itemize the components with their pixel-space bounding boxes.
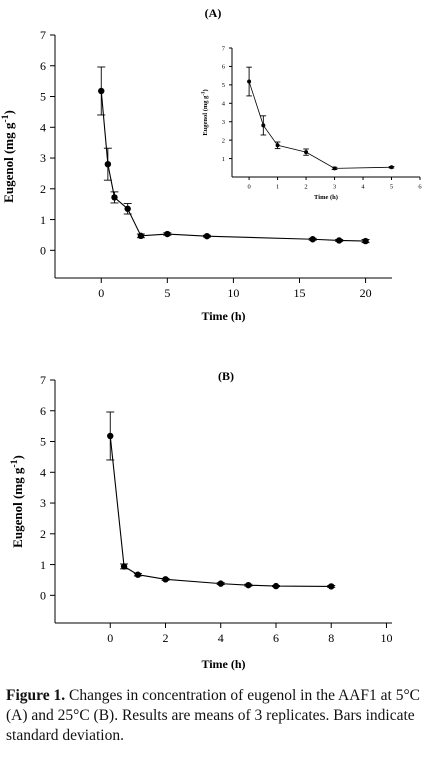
panel-a-inset-x-tick-label: 5 xyxy=(390,184,393,191)
panel-a-x-axis-label: Time (h) xyxy=(201,309,245,323)
panel-b-y-tick-label: 5 xyxy=(40,435,46,449)
panel-a-inset-x-tick-label: 6 xyxy=(418,184,422,191)
panel-a-data-point xyxy=(124,205,131,212)
panel-a-inset-x-tick-label: 4 xyxy=(361,184,365,191)
panel-b-data-point xyxy=(272,582,280,590)
panel-a-inset-data-point xyxy=(332,166,337,171)
panel-b-y-tick-label: 4 xyxy=(40,465,46,479)
panel-a-x-tick-label: 15 xyxy=(293,286,305,300)
panel-a-x-tick-label: 5 xyxy=(164,286,170,300)
panel-b-x-tick-label: 2 xyxy=(162,631,168,645)
panel-b-x-tick-label: 8 xyxy=(328,631,334,645)
panel-a-data-point xyxy=(111,194,118,201)
panel-a-x-tick-label: 0 xyxy=(98,286,104,300)
panel-a-y-tick-label: 1 xyxy=(40,213,46,227)
panel-a-x-tick-label: 10 xyxy=(227,286,239,300)
figure-caption: Figure 1. Changes in concentration of eu… xyxy=(6,686,424,746)
panel-a-data-point xyxy=(98,87,105,95)
panel-b-data-point xyxy=(120,563,128,570)
panel-a-data-point xyxy=(362,237,369,245)
panel-b-y-tick-label: 7 xyxy=(40,373,46,387)
panel-a-data-point xyxy=(137,232,145,240)
panel-b-y-tick-label: 0 xyxy=(40,589,46,603)
panel-b-x-tick-label: 4 xyxy=(218,631,224,645)
panel-a-y-tick-label: 5 xyxy=(40,90,46,104)
caption-label: Figure 1. xyxy=(6,687,66,704)
panel-a-data-point xyxy=(335,237,343,244)
panel-a-inset-y-tick-label: 1 xyxy=(222,156,225,163)
caption-text: Changes in concentration of eugenol in t… xyxy=(6,687,421,744)
panel-b-x-axis-label: Time (h) xyxy=(201,657,245,671)
panel-b-data-point xyxy=(162,576,169,583)
panel-a-inset-y-tick-label: 2 xyxy=(222,137,225,144)
panel-b-y-tick-label: 2 xyxy=(40,527,46,541)
panel-b-y-tick-label: 3 xyxy=(40,496,46,510)
panel-b-series-line xyxy=(109,435,332,587)
panel-b-x-tick-label: 10 xyxy=(380,631,392,645)
panel-a-inset-x-tick-label: 3 xyxy=(333,184,336,191)
panel-a-inset-y-axis-label-superscript: -1 xyxy=(201,91,206,96)
panel-a-inset-y-tick-label: 7 xyxy=(222,45,226,52)
panel-a-inset-y-tick-label: 3 xyxy=(222,119,225,126)
panel-b-x-tick-label: 0 xyxy=(107,631,113,645)
panel-a-inset-y-axis-label: Eugenol (mg g-1) xyxy=(201,89,209,135)
panel-a-inset-data-point xyxy=(261,123,266,128)
panel-a-y-tick-label: 2 xyxy=(40,182,46,196)
panel-a-y-tick-label: 7 xyxy=(40,28,46,42)
panel-b-data-point xyxy=(245,581,252,589)
panel-b-y-axis-label-close: ) xyxy=(10,455,25,459)
panel-a-inset-x-tick-label: 0 xyxy=(247,184,250,191)
panel-b-y-axis-label-superscript: -1 xyxy=(9,459,20,467)
panel-a-inset-y-axis-label-text: Eugenol (mg g xyxy=(202,95,209,136)
panel-b-data-point xyxy=(217,580,224,587)
panel-a-panel-label: (A) xyxy=(205,6,222,20)
panel-a-inset-y-tick-label: 6 xyxy=(222,64,226,71)
panel-a-inset-data-point xyxy=(247,79,252,84)
panel-b-data-point xyxy=(328,583,335,590)
panel-a-inset-series-line xyxy=(248,81,392,169)
panel-a-data-point xyxy=(104,160,112,168)
panel-a-y-axis-label: Eugenol (mg g-1) xyxy=(0,110,16,203)
panel-b-y-tick-label: 1 xyxy=(40,558,46,572)
panel-a-inset-y-tick-label: 4 xyxy=(222,101,226,108)
panel-a-inset-x-tick-label: 1 xyxy=(276,184,279,191)
panel-a-inset-y-tick-label: 5 xyxy=(222,82,225,89)
panel-a-y-tick-label: 0 xyxy=(40,244,46,258)
panel-a-inset-x-tick-label: 2 xyxy=(304,184,307,191)
panel-a-data-point xyxy=(164,230,171,238)
panel-a-y-axis-label-text: Eugenol (mg g xyxy=(1,122,16,203)
panel-a-x-tick-label: 20 xyxy=(360,286,372,300)
panel-b-y-axis-label: Eugenol (mg g-1) xyxy=(9,455,25,548)
panel-b-chart: 0 1 2 3 4 5 6 7 0 2 4 6 8 10 Time (h) Eugenol (mg g-1) (… xyxy=(9,369,393,671)
panel-a-inset-data-point xyxy=(304,150,309,155)
panel-a-data-point xyxy=(203,232,211,240)
panel-a-inset-y-axis-label-close: ) xyxy=(202,89,209,91)
panel-a-y-tick-label: 4 xyxy=(40,120,46,134)
panel-b-data-point xyxy=(134,571,142,578)
panel-b-panel-label: (B) xyxy=(218,369,234,383)
panel-a-inset-data-point xyxy=(275,143,280,148)
panel-a-y-tick-label: 6 xyxy=(40,59,46,73)
panel-a-y-tick-label: 3 xyxy=(40,151,46,165)
panel-b-y-axis-label-text: Eugenol (mg g xyxy=(10,467,25,548)
panel-a-y-axis-label-close: ) xyxy=(1,110,16,114)
panel-a-inset-chart: 1 2 3 4 5 6 7 0 1 2 3 4 5 6 Time (h) Eugenol (mg g-1) xyxy=(201,45,422,201)
panel-a-data-point xyxy=(309,236,316,243)
panel-b-data-point xyxy=(107,432,114,440)
panel-b-y-tick-label: 6 xyxy=(40,404,46,418)
panel-b-x-tick-label: 6 xyxy=(273,631,279,645)
panel-a-inset-x-axis-label: Time (h) xyxy=(314,194,338,201)
panel-a-series-line xyxy=(100,90,366,242)
panel-a-inset-data-point xyxy=(389,165,394,170)
panel-a-y-axis-label-superscript: -1 xyxy=(0,114,11,122)
